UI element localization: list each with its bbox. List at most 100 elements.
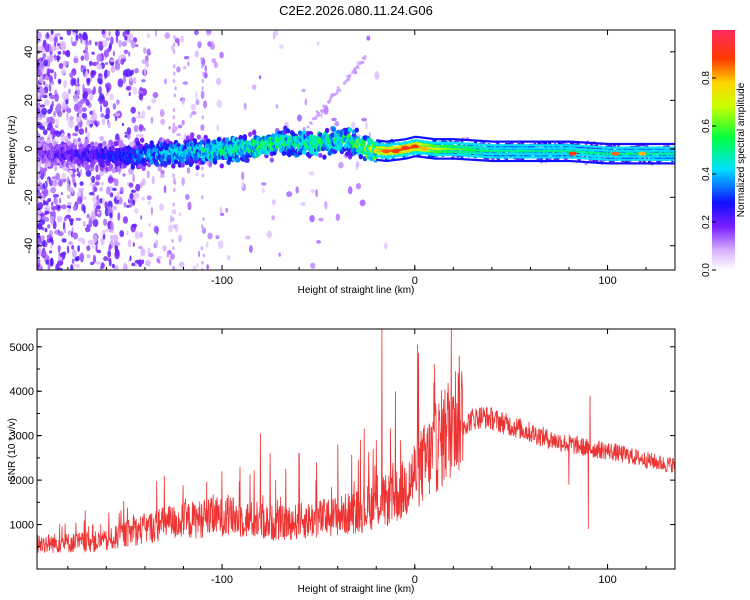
ridge-core	[438, 144, 441, 148]
noise-blob	[62, 49, 65, 55]
noise-blob	[81, 196, 87, 200]
noise-blob	[200, 124, 205, 131]
noise-blob	[69, 219, 74, 226]
noise-blob	[101, 118, 106, 126]
ridge-core	[520, 156, 523, 159]
ridge-core	[528, 156, 531, 159]
noise-blob	[86, 77, 91, 86]
ridge-core	[428, 147, 430, 150]
ridge-core	[490, 144, 493, 147]
ridge-core	[517, 156, 519, 159]
ridge-core	[400, 145, 402, 148]
ridge-core	[454, 150, 457, 153]
ridge-core	[393, 139, 395, 142]
noise-blob	[72, 132, 78, 137]
noise-blob	[57, 110, 63, 118]
noise-blob	[96, 205, 101, 210]
ridge-core	[509, 147, 511, 150]
noise-blob	[80, 168, 83, 176]
noise-stripe	[172, 246, 175, 251]
ridge-mark	[160, 169, 165, 175]
ridge-core	[392, 159, 394, 162]
ridge-core	[376, 142, 378, 146]
ridge-core	[509, 156, 511, 159]
ridge-core	[488, 143, 490, 147]
ridge-core	[431, 137, 434, 140]
noise-blob	[54, 163, 57, 172]
ridge-core	[465, 154, 467, 157]
ridge-core	[480, 143, 482, 146]
noise-blob	[186, 167, 191, 174]
ridge-core	[404, 154, 406, 157]
ridge-core	[488, 152, 490, 156]
ridge-core	[439, 150, 442, 153]
ridge-core	[387, 147, 390, 150]
noise-stripe	[200, 57, 203, 62]
ridge-core	[508, 147, 510, 150]
ridge-core	[380, 143, 383, 146]
ridge-core	[434, 157, 436, 160]
ridge-core	[515, 144, 517, 147]
ridge-core	[469, 154, 472, 158]
ridge-core	[486, 152, 488, 155]
ridge-core	[471, 146, 473, 149]
ridge-core	[483, 140, 486, 143]
ridge-core	[513, 153, 516, 156]
noise-blob	[115, 30, 120, 37]
noise-blob	[147, 105, 151, 110]
ridge-core	[476, 149, 479, 152]
ridge-core	[420, 143, 422, 146]
ridge-core	[402, 138, 405, 141]
ridge-core	[454, 147, 457, 151]
ridge-mark	[111, 168, 117, 174]
noise-blob	[100, 262, 105, 269]
noise-blob	[138, 93, 143, 101]
ridge-core	[517, 144, 519, 147]
ridge-core	[406, 153, 408, 156]
ridge-core	[491, 156, 494, 159]
noise-blob	[114, 63, 121, 71]
ridge-core	[493, 140, 495, 143]
ridge-mark	[270, 133, 276, 139]
ridge-core	[398, 148, 400, 151]
noise-stripe	[172, 217, 175, 222]
ridge-core	[517, 140, 519, 143]
noise-blob	[171, 45, 175, 51]
ridge-core	[380, 152, 383, 155]
ridge-core	[436, 150, 438, 153]
noise-blob	[44, 75, 49, 81]
ridge-mark	[245, 157, 250, 163]
noise-blob	[57, 51, 62, 55]
noise-blob	[106, 86, 109, 94]
ridge-core	[500, 159, 502, 163]
noise-blob	[83, 73, 87, 78]
noise-blob	[279, 44, 284, 49]
noise-blob	[316, 240, 321, 244]
ridge-core	[430, 157, 432, 160]
noise-blob	[174, 223, 179, 232]
ridge-core	[509, 144, 511, 147]
noise-blob	[66, 112, 69, 122]
noise-blob	[315, 189, 318, 198]
noise-blob	[48, 34, 54, 42]
ridge-mark	[129, 141, 134, 147]
ridge-core	[506, 140, 509, 143]
ridge-core	[399, 154, 401, 157]
ridge-core	[412, 155, 414, 158]
noise-blob	[178, 212, 182, 217]
ridge-core	[401, 151, 404, 154]
ridge-core	[431, 147, 434, 150]
ridge-core	[444, 150, 446, 153]
ridge-core	[498, 150, 501, 153]
ridge-core	[378, 149, 380, 152]
noise-blob	[49, 69, 54, 74]
ridge-core	[441, 157, 443, 160]
ridge-core	[389, 155, 391, 159]
noise-blob	[110, 36, 114, 45]
ridge-core	[376, 155, 378, 158]
ridge-core	[463, 142, 465, 145]
ridge-core	[435, 150, 437, 153]
noise-blob	[97, 97, 101, 102]
ridge-core	[426, 137, 428, 140]
ridge-core	[527, 159, 530, 163]
